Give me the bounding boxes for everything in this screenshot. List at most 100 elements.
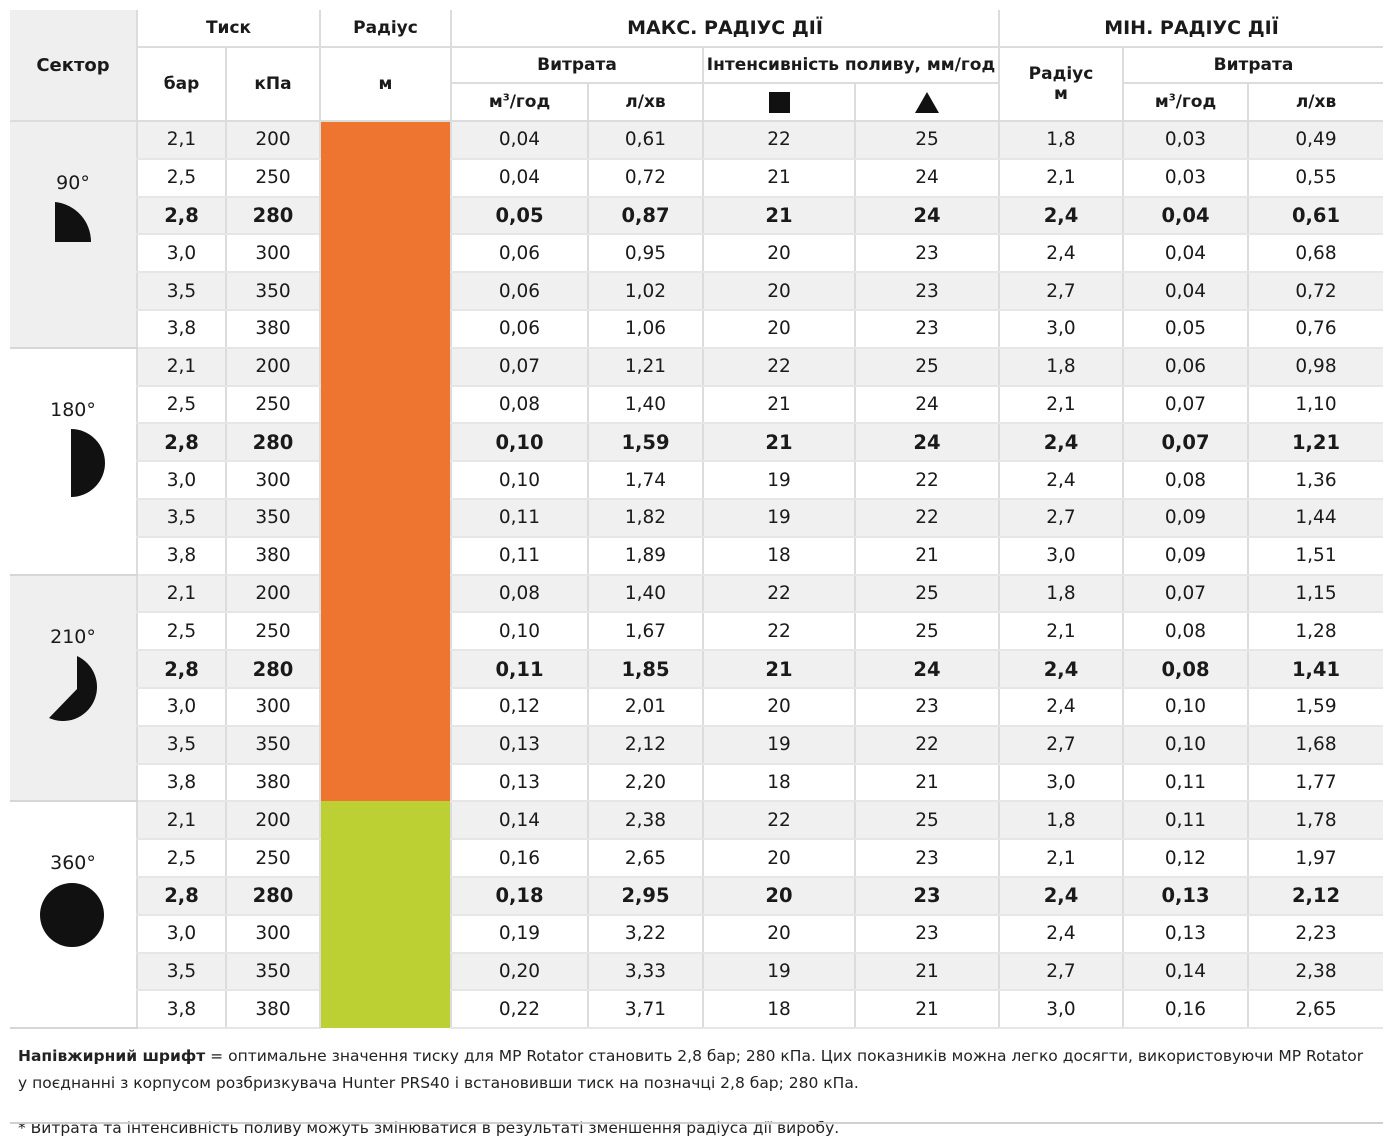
cell-flow-l-min: 3,33 <box>587 952 703 992</box>
cell-min-radius: 2,7 <box>998 498 1123 538</box>
cell-min-flow-l-min: 1,44 <box>1246 498 1384 538</box>
cell-min-flow-l-min: 1,15 <box>1246 574 1384 614</box>
cell-min-flow-l-min: 1,41 <box>1246 650 1384 689</box>
cell-min-flow-l-min: 1,10 <box>1246 385 1384 425</box>
cell-intensity-triangle: 21 <box>854 990 999 1030</box>
cell-bar: 3,0 <box>136 914 226 954</box>
cell-min-radius: 2,4 <box>998 650 1123 689</box>
cell-intensity-triangle: 25 <box>854 121 999 160</box>
cell-flow-m3: 0,08 <box>450 574 588 614</box>
cell-min-radius: 2,4 <box>998 423 1123 463</box>
cell-intensity-square: 19 <box>702 725 855 765</box>
cell-flow-l-min: 1,06 <box>587 309 703 349</box>
table-row: 3,5 350 0,13 2,12 19 22 2,7 0,10 1,68 <box>10 725 1384 765</box>
cell-intensity-square: 18 <box>702 990 855 1030</box>
cell-kpa: 250 <box>225 839 320 878</box>
cell-min-flow-l-min: 0,55 <box>1246 158 1384 198</box>
cell-min-flow-m3: 0,10 <box>1122 725 1248 765</box>
table-row: 210° 2,1 200 0,08 1,40 22 25 1,8 0,07 1,15 <box>10 574 1384 803</box>
table-row: 3,0 300 0,10 1,74 19 22 2,4 0,08 1,36 <box>10 461 1384 500</box>
cell-bar: 3,0 <box>136 234 226 274</box>
header-min-radius-m: м <box>1054 84 1068 104</box>
table-row: 2,8 280 0,10 1,59 21 24 2,4 0,07 1,21 <box>10 423 1384 463</box>
cell-min-radius: 3,0 <box>998 309 1123 349</box>
cell-kpa: 380 <box>225 536 320 576</box>
cell-flow-m3: 0,10 <box>450 461 588 500</box>
cell-min-flow-m3: 0,04 <box>1122 272 1248 311</box>
header-min-radius-unit: Радіус м <box>998 47 1123 122</box>
cell-min-radius: 2,4 <box>998 876 1123 916</box>
cell-bar: 3,8 <box>136 536 226 576</box>
cell-intensity-square: 18 <box>702 763 855 803</box>
cell-min-flow-m3: 0,14 <box>1122 952 1248 992</box>
cell-intensity-square: 20 <box>702 309 855 349</box>
cell-intensity-triangle: 23 <box>854 914 999 954</box>
cell-kpa: 350 <box>225 272 320 311</box>
cell-min-radius: 2,1 <box>998 158 1123 198</box>
cell-flow-m3: 0,07 <box>450 347 588 387</box>
cell-intensity-square: 20 <box>702 272 855 311</box>
cell-min-flow-m3: 0,04 <box>1122 196 1248 236</box>
cell-min-flow-m3: 0,13 <box>1122 876 1248 916</box>
cell-flow-l-min: 1,67 <box>587 612 703 652</box>
radius-color-swatch <box>319 801 451 1029</box>
cell-flow-l-min: 1,21 <box>587 347 703 387</box>
cell-intensity-triangle: 23 <box>854 839 999 878</box>
cell-bar: 3,0 <box>136 687 226 727</box>
note-bold-lead: Напівжирний шрифт <box>18 1047 206 1066</box>
cell-kpa: 200 <box>225 347 320 387</box>
table-row: 3,0 300 0,06 0,95 20 23 2,4 0,04 0,68 <box>10 234 1384 274</box>
cell-intensity-square: 21 <box>702 196 855 236</box>
header-square-spacing <box>702 83 855 122</box>
cell-flow-m3: 0,13 <box>450 725 588 765</box>
cell-flow-m3: 0,11 <box>450 498 588 538</box>
cell-min-flow-l-min: 2,38 <box>1246 952 1384 992</box>
cell-flow-l-min: 2,01 <box>587 687 703 727</box>
table-row: 3,0 300 0,19 3,22 20 23 2,4 0,13 2,23 <box>10 914 1384 954</box>
performance-table: Сектор Тиск Радіус МАКС. РАДІУС ДІЇ МІН.… <box>10 10 1384 1030</box>
cell-min-flow-l-min: 2,12 <box>1246 876 1384 916</box>
table-row: 3,5 350 0,06 1,02 20 23 2,7 0,04 0,72 <box>10 272 1384 311</box>
cell-min-flow-l-min: 1,97 <box>1246 839 1384 878</box>
cell-intensity-triangle: 25 <box>854 801 999 841</box>
cell-min-flow-m3: 0,12 <box>1122 839 1248 878</box>
cell-flow-l-min: 2,12 <box>587 725 703 765</box>
cell-kpa: 380 <box>225 309 320 349</box>
cell-intensity-triangle: 22 <box>854 498 999 538</box>
cell-intensity-square: 22 <box>702 801 855 841</box>
cell-intensity-triangle: 24 <box>854 158 999 198</box>
cell-kpa: 250 <box>225 612 320 652</box>
header-kpa: кПа <box>225 47 320 122</box>
square-icon <box>768 91 790 113</box>
table-row: 3,0 300 0,12 2,01 20 23 2,4 0,10 1,59 <box>10 687 1384 727</box>
cell-bar: 2,5 <box>136 385 226 425</box>
210-degree-sector-icon <box>10 655 136 731</box>
header-m3-per-hour: м3/год <box>450 83 588 122</box>
cell-min-radius: 1,8 <box>998 347 1123 387</box>
cell-min-flow-m3: 0,04 <box>1122 234 1248 274</box>
header-intensity: Інтенсивність поливу, мм/год <box>702 47 999 84</box>
cell-min-radius: 3,0 <box>998 536 1123 576</box>
cell-intensity-square: 21 <box>702 650 855 689</box>
cell-intensity-square: 22 <box>702 347 855 387</box>
cell-min-flow-l-min: 0,72 <box>1246 272 1384 311</box>
cell-min-flow-l-min: 1,68 <box>1246 725 1384 765</box>
cell-flow-m3: 0,04 <box>450 158 588 198</box>
cell-flow-l-min: 1,82 <box>587 498 703 538</box>
header-flow-min: Витрата <box>1121 47 1384 84</box>
cell-kpa: 350 <box>225 952 320 992</box>
cell-flow-m3: 0,13 <box>450 763 588 803</box>
cell-min-flow-m3: 0,16 <box>1122 990 1248 1030</box>
cell-flow-l-min: 1,40 <box>587 385 703 425</box>
cell-bar: 2,1 <box>136 801 226 841</box>
cell-intensity-triangle: 25 <box>854 612 999 652</box>
cell-flow-m3: 0,18 <box>450 876 588 916</box>
cell-min-radius: 2,1 <box>998 612 1123 652</box>
cell-flow-m3: 0,20 <box>450 952 588 992</box>
cell-flow-m3: 0,12 <box>450 687 588 727</box>
cell-min-flow-m3: 0,09 <box>1122 536 1248 576</box>
cell-bar: 2,8 <box>136 196 226 236</box>
cell-flow-m3: 0,06 <box>450 309 588 349</box>
cell-min-flow-m3: 0,11 <box>1122 763 1248 803</box>
cell-bar: 2,5 <box>136 158 226 198</box>
